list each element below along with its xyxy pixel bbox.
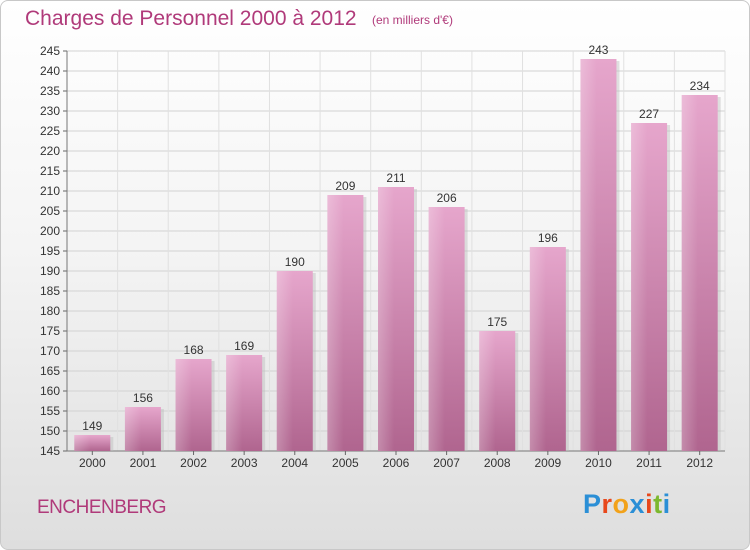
bar-highlight [276,271,293,451]
value-label-2011: 227 [639,107,659,121]
proxiti-logo: Proxiti [583,489,671,520]
y-tick-label: 160 [40,384,60,398]
bar-highlight [74,435,91,451]
bar-highlight [226,355,243,451]
x-tick-label-2006: 2006 [383,456,410,470]
bar-highlight [580,59,597,451]
brand-letter: P [583,489,602,519]
label-layer: 149 2000 156 2001 168 2002 169 2003 190 2004 209 20… [79,43,713,470]
y-tick-label: 195 [40,244,60,258]
x-tick-label-2009: 2009 [534,456,561,470]
bar-highlight [124,407,142,451]
x-tick-label-2002: 2002 [180,456,207,470]
y-tick-label: 175 [40,324,60,338]
value-label-2005: 209 [335,179,355,193]
brand-letter: r [601,489,613,519]
x-tick-label-2003: 2003 [231,456,258,470]
y-tick-label: 235 [40,84,60,98]
brand-letter: x [629,489,646,519]
bar-highlight [681,95,698,451]
y-tick-label: 165 [40,364,60,378]
bar-highlight [479,331,496,451]
value-label-2004: 190 [285,255,305,269]
x-tick-label-2010: 2010 [585,456,612,470]
x-tick-label-2007: 2007 [433,456,460,470]
value-label-2012: 234 [690,79,710,93]
value-label-2003: 169 [234,339,254,353]
brand-letter: t [653,489,663,519]
value-label-2010: 243 [588,43,608,57]
value-label-2001: 156 [133,391,153,405]
value-label-2000: 149 [82,419,102,433]
y-tick-label: 205 [40,204,60,218]
x-tick-label-2012: 2012 [686,456,713,470]
brand-letter: o [612,489,630,519]
chart-title: Charges de Personnel 2000 à 2012 [25,7,357,30]
y-tick-label: 170 [40,344,60,358]
y-tick-label: 155 [40,404,60,418]
y-tick-label: 190 [40,264,60,278]
brand-letter: i [662,489,671,519]
x-tick-label-2008: 2008 [484,456,511,470]
y-tick-label: 200 [40,224,60,238]
y-tick-label: 225 [40,124,60,138]
y-tick-label: 240 [40,64,60,78]
y-tick-label: 150 [40,424,60,438]
chart-subtitle: (en milliers d'€) [372,13,453,27]
y-tick-label: 145 [40,444,60,458]
y-tick-label: 210 [40,184,60,198]
value-label-2008: 175 [487,315,507,329]
x-tick-label-2005: 2005 [332,456,359,470]
y-tick-label: 245 [40,44,60,58]
bar-highlight [378,187,395,451]
x-tick-label-2004: 2004 [281,456,308,470]
value-label-2009: 196 [538,231,558,245]
city-name: ENCHENBERG [37,497,167,518]
y-tick-label: 180 [40,304,60,318]
bar-highlight [327,195,344,451]
bar-highlight [529,247,547,451]
y-tick-label: 220 [40,144,60,158]
y-tick-label: 185 [40,284,60,298]
value-label-2002: 168 [184,343,204,357]
y-tick-label: 215 [40,164,60,178]
value-label-2006: 211 [386,171,405,185]
brand-letter: i [645,489,654,519]
x-tick-label-2000: 2000 [79,456,106,470]
bar-highlight [428,207,445,451]
x-tick-label-2011: 2011 [636,456,662,470]
x-tick-label-2001: 2001 [130,456,157,470]
bar-layer [74,59,721,451]
value-label-2007: 206 [437,191,457,205]
y-tick-label: 230 [40,104,60,118]
bar-highlight [175,359,192,451]
bar-highlight [631,123,648,451]
